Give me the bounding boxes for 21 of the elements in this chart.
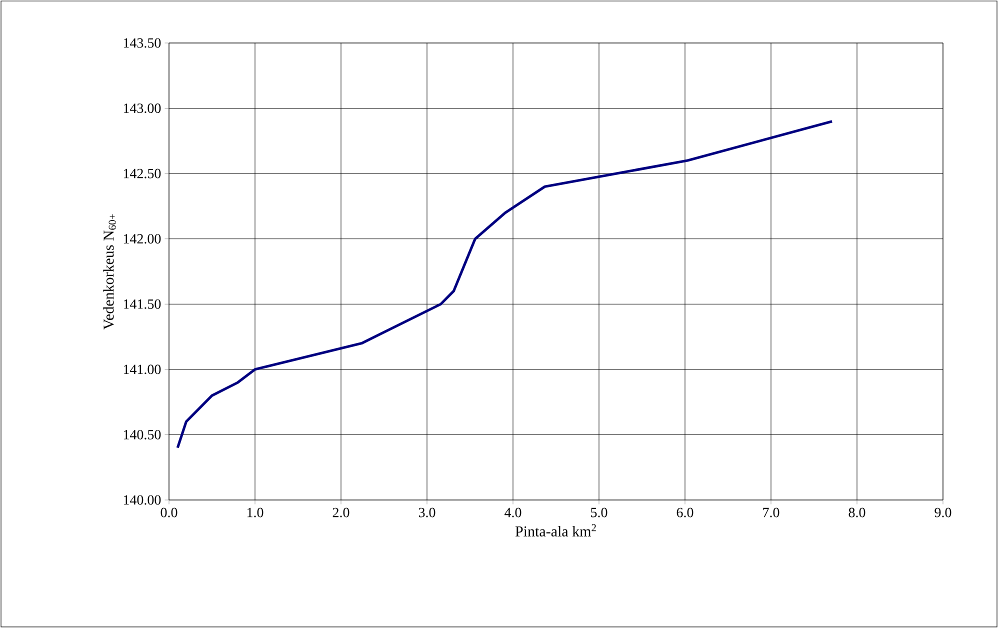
y-tick-label: 143.00 xyxy=(124,104,161,114)
y-tick-label: 141.00 xyxy=(124,364,161,374)
x-tick-label: 1.0 xyxy=(247,508,264,518)
y-tick-label: 143.50 xyxy=(124,38,161,48)
x-tick-label: 7.0 xyxy=(763,508,780,518)
y-tick-label: 140.50 xyxy=(124,430,161,440)
y-tick-label: 141.50 xyxy=(124,299,161,309)
x-tick-label: 6.0 xyxy=(676,508,694,518)
y-tick-label: 142.00 xyxy=(124,234,161,244)
x-tick-label: 4.0 xyxy=(504,508,522,518)
x-tick-label: 0.0 xyxy=(160,508,178,518)
x-axis-title: Pinta-ala km$^{2}$ xyxy=(515,524,596,536)
y-tick-label: 140.00 xyxy=(124,495,161,505)
x-tick-label: 2.0 xyxy=(332,508,350,518)
x-tick-label: 5.0 xyxy=(591,508,608,518)
y-axis-title: Vedenkorkeus N$_{60+}$ xyxy=(103,214,116,330)
line-series xyxy=(176,120,834,450)
x-tick-label: 9.0 xyxy=(934,508,952,518)
x-tick-label: 3.0 xyxy=(418,508,436,518)
y-tick-label: 142.50 xyxy=(124,168,161,178)
x-tick-label: 8.0 xyxy=(848,508,866,518)
